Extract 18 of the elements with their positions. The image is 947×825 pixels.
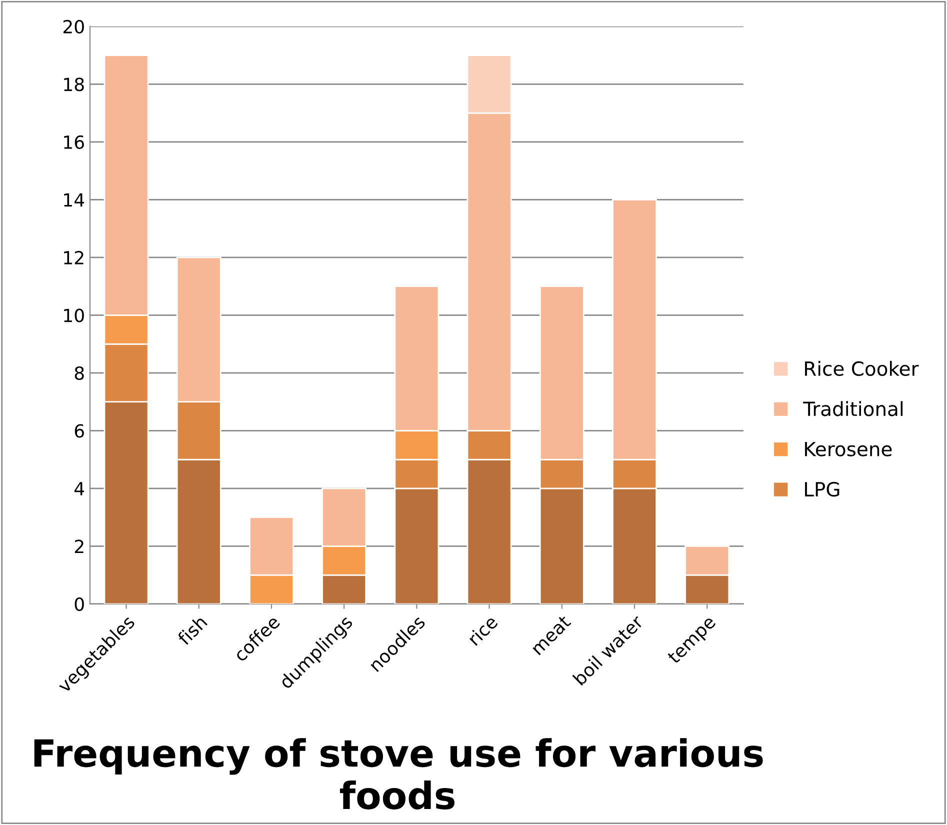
y-tick-label: 18 <box>64 78 84 92</box>
legend-label: Kerosene <box>805 442 892 456</box>
y-tick-label: 14 <box>64 193 84 207</box>
text: Frequency of stove use for various foods <box>34 738 763 810</box>
y-tick-label: 10 <box>64 308 84 322</box>
legend-label: LPG <box>805 482 840 497</box>
x-tick-label: rice <box>466 614 498 646</box>
y-tick-label: 16 <box>64 135 84 150</box>
y-tick-label: 4 <box>74 482 84 496</box>
legend-label: Traditional <box>803 401 903 416</box>
y-tick-label: 6 <box>74 424 84 438</box>
y-tick-label: 8 <box>74 366 84 380</box>
legend-label: Rice Cooker <box>805 360 919 376</box>
y-tick-label: 0 <box>74 597 84 612</box>
x-tick-label: fish <box>176 614 208 646</box>
y-tick-label: 2 <box>74 540 84 554</box>
y-tick-label: 12 <box>64 250 84 264</box>
y-tick-label: 20 <box>63 20 84 34</box>
